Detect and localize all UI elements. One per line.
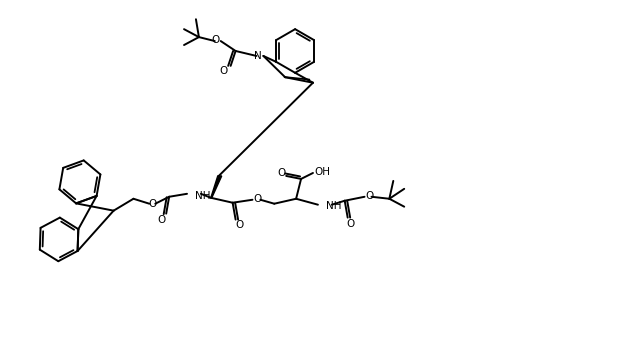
Text: O: O — [253, 194, 261, 204]
Text: O: O — [277, 168, 286, 178]
Text: NH: NH — [195, 191, 211, 201]
Text: N: N — [253, 51, 261, 61]
Text: O: O — [219, 66, 228, 76]
Text: O: O — [235, 220, 243, 230]
Polygon shape — [211, 176, 222, 198]
Text: O: O — [157, 215, 166, 224]
Text: O: O — [211, 35, 220, 45]
Text: NH: NH — [326, 201, 341, 211]
Text: O: O — [347, 219, 355, 228]
Text: OH: OH — [314, 167, 330, 177]
Text: O: O — [148, 199, 156, 209]
Text: O: O — [365, 191, 374, 201]
